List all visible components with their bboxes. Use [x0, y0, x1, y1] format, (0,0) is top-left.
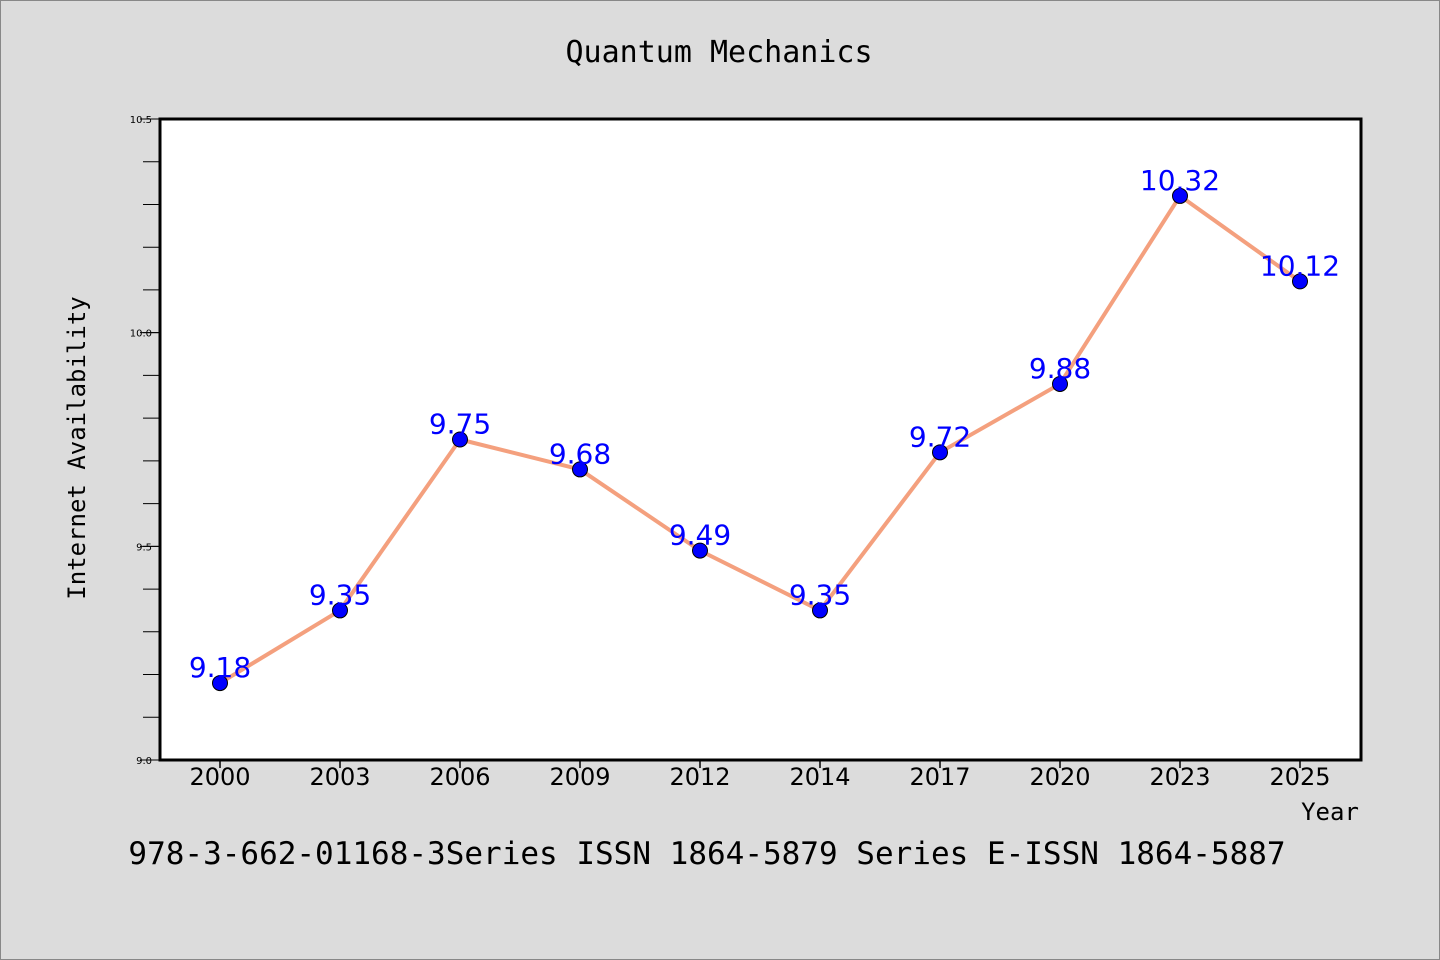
y-tick-label: 10.0: [130, 329, 152, 340]
x-tick-label: 2012: [669, 763, 730, 791]
data-label: 10.12: [1260, 249, 1340, 282]
data-point: [572, 461, 588, 478]
data-labels: 9.18 9.35 9.75 9.68 9.49 9.35 9.72 9.88 10.32 10.…: [189, 164, 1340, 684]
data-label: 9.68: [549, 437, 611, 470]
x-tick-label: 2020: [1029, 763, 1090, 791]
chart-title: Quantum Mechanics: [565, 35, 872, 70]
data-label: 9.72: [909, 420, 971, 453]
series-markers: [212, 187, 1308, 692]
plot-frame: [158, 117, 1363, 762]
data-point: [1292, 273, 1308, 290]
x-tick-label: 2017: [909, 763, 970, 791]
data-point: [452, 431, 468, 448]
data-label: 9.88: [1029, 352, 1091, 385]
data-label: 10.32: [1140, 164, 1220, 197]
x-axis-label: Year: [1301, 798, 1359, 826]
x-tick-label: 2006: [429, 763, 490, 791]
data-point: [692, 542, 708, 559]
x-axis-ticks: 2000 2003 2006 2009 2012 2014 2017 2020 2023 2025: [189, 760, 1331, 791]
data-label: 9.49: [669, 519, 731, 552]
x-tick-label: 2023: [1149, 763, 1210, 791]
plot-area: [160, 119, 1361, 760]
data-point: [1172, 187, 1188, 204]
data-point: [932, 444, 948, 461]
data-label: 9.75: [429, 408, 491, 441]
data-point: [212, 675, 228, 692]
data-label: 9.35: [789, 578, 851, 611]
x-tick-label: 2009: [549, 763, 610, 791]
y-axis-label: Internet Availability: [63, 296, 91, 599]
data-point: [812, 602, 828, 619]
y-tick-label: 9.0: [136, 756, 152, 767]
x-tick-label: 2014: [789, 763, 850, 791]
y-axis-ticks: 9.0 9.5 10.0 10.5: [130, 115, 160, 767]
data-label: 9.35: [309, 578, 371, 611]
data-point: [332, 602, 348, 619]
y-tick-label: 10.5: [130, 115, 152, 126]
x-tick-label: 2003: [309, 763, 370, 791]
data-label: 9.18: [189, 651, 251, 684]
data-point: [1052, 375, 1068, 392]
x-tick-label: 2025: [1269, 763, 1330, 791]
series-line: [218, 193, 1302, 685]
footer-text: 978-3-662-01168-3Series ISSN 1864-5879 S…: [128, 836, 1285, 872]
y-tick-label: 9.5: [136, 542, 152, 553]
x-tick-label: 2000: [189, 763, 250, 791]
